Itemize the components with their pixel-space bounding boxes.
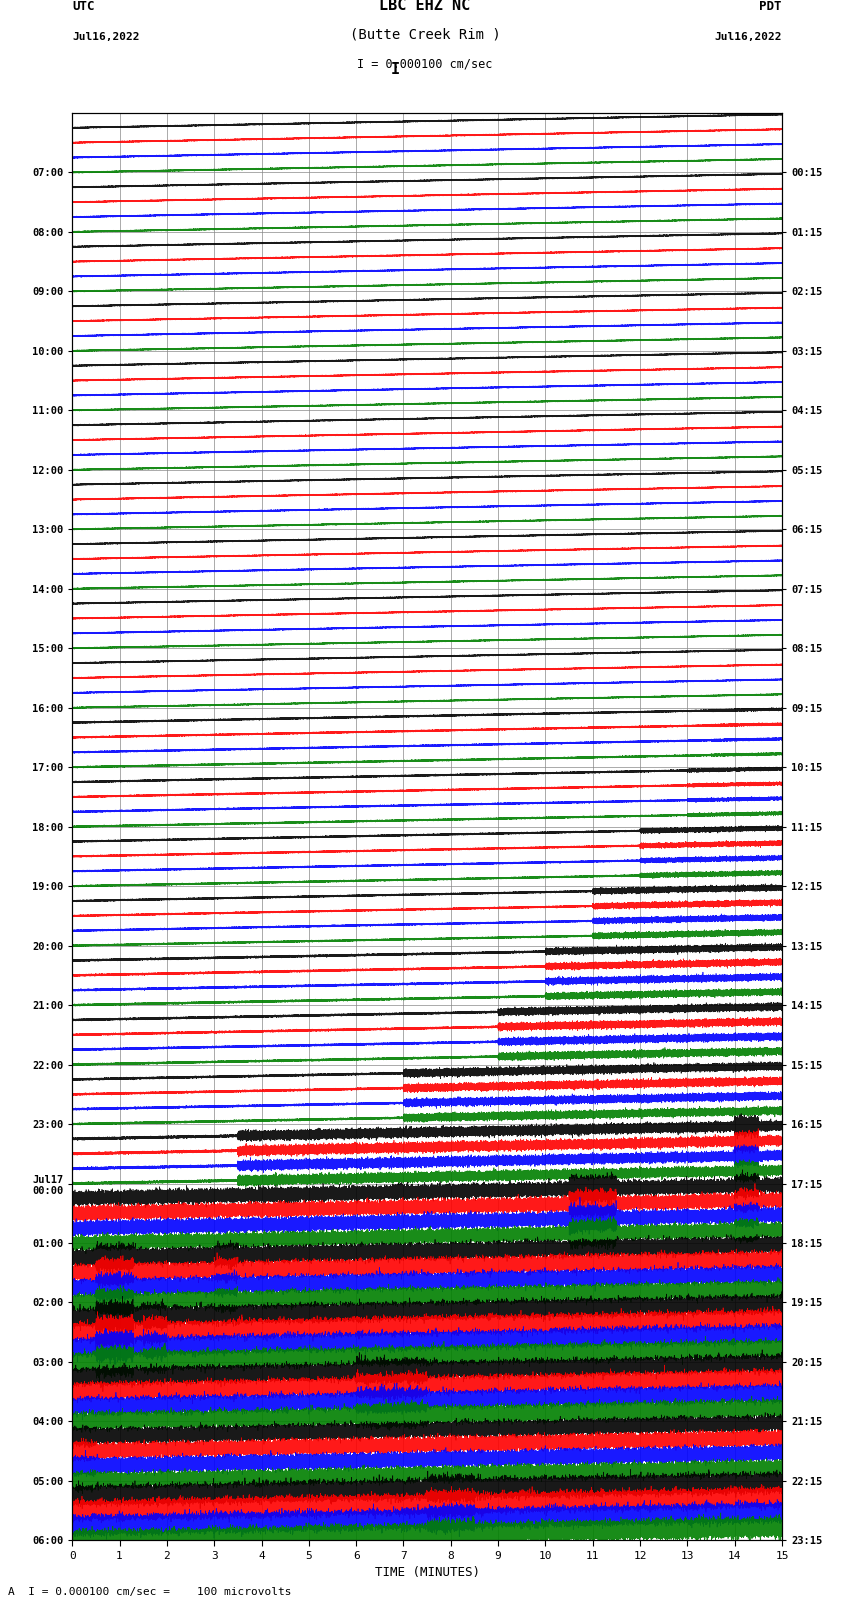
X-axis label: TIME (MINUTES): TIME (MINUTES) [375,1566,479,1579]
Text: Jul16,2022: Jul16,2022 [72,32,139,42]
Text: PDT: PDT [760,0,782,13]
Text: I = 0.000100 cm/sec: I = 0.000100 cm/sec [357,58,493,71]
Text: (Butte Creek Rim ): (Butte Creek Rim ) [349,27,501,42]
Text: LBC EHZ NC: LBC EHZ NC [379,0,471,13]
Text: I: I [391,63,399,77]
Text: Jul16,2022: Jul16,2022 [715,32,782,42]
Text: UTC: UTC [72,0,94,13]
Text: A  I = 0.000100 cm/sec =    100 microvolts: A I = 0.000100 cm/sec = 100 microvolts [8,1587,292,1597]
